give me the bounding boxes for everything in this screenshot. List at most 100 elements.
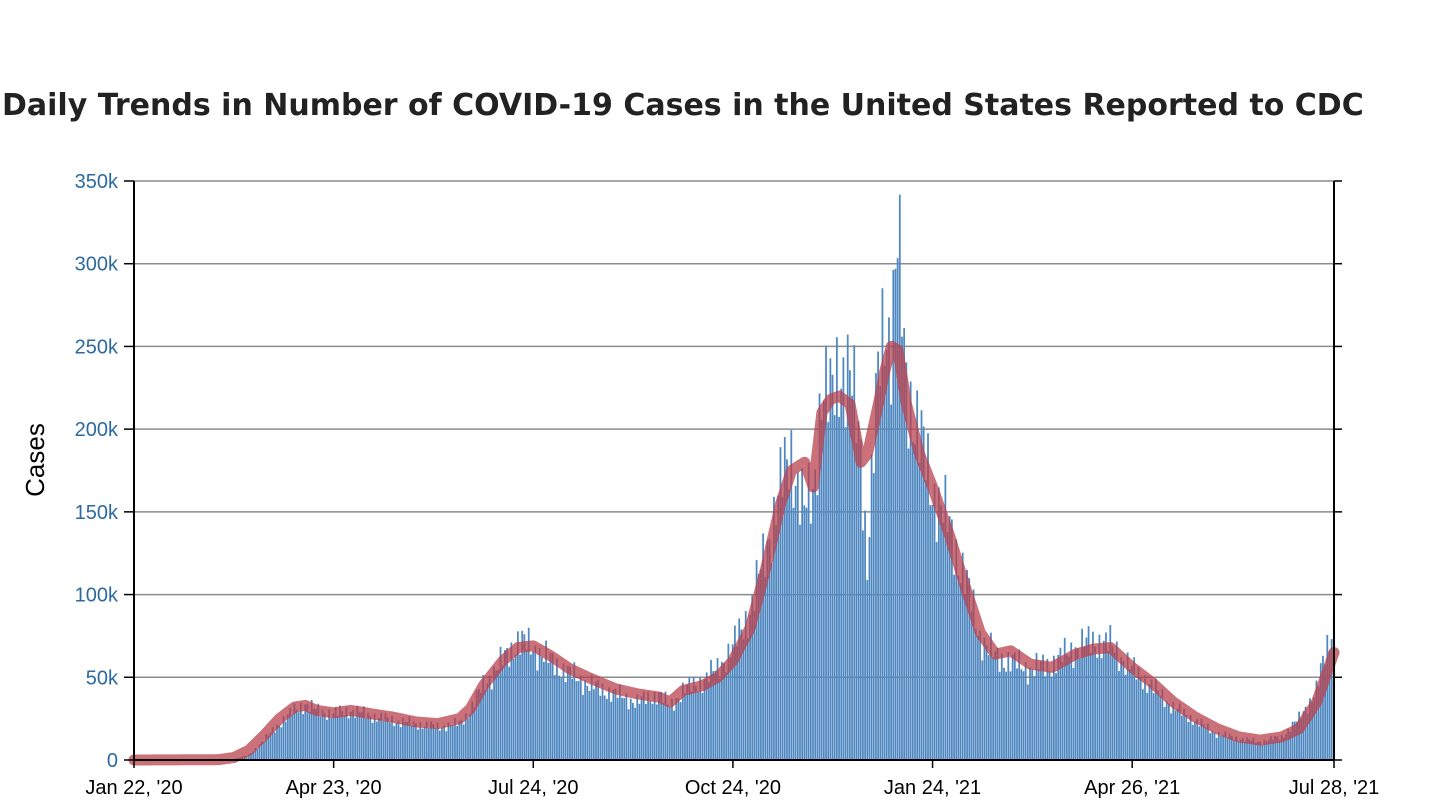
daily-case-bar bbox=[1237, 741, 1240, 760]
daily-case-bar bbox=[373, 713, 376, 760]
daily-case-bar bbox=[1096, 657, 1099, 760]
daily-case-bar bbox=[931, 504, 934, 760]
daily-case-bar bbox=[571, 678, 574, 760]
daily-case-bar bbox=[742, 639, 745, 760]
daily-case-bar bbox=[401, 717, 404, 760]
daily-case-bar bbox=[901, 336, 903, 760]
daily-case-bar bbox=[807, 462, 810, 760]
daily-case-bar bbox=[367, 712, 370, 760]
daily-case-bar bbox=[994, 651, 997, 760]
daily-case-bar bbox=[629, 698, 632, 760]
daily-case-bar bbox=[1007, 652, 1010, 760]
daily-case-bar bbox=[1111, 645, 1114, 760]
daily-case-bar bbox=[321, 709, 324, 760]
daily-case-bar bbox=[458, 721, 461, 760]
daily-case-bar bbox=[707, 682, 710, 760]
daily-case-bar bbox=[1178, 703, 1181, 760]
daily-case-bar bbox=[1061, 662, 1064, 760]
daily-case-bar bbox=[438, 730, 441, 760]
daily-case-bar bbox=[1098, 634, 1101, 760]
daily-case-bar bbox=[1168, 703, 1170, 760]
daily-case-bar bbox=[1317, 686, 1320, 760]
daily-case-bar bbox=[618, 684, 621, 760]
daily-case-bar bbox=[477, 688, 480, 760]
daily-case-bar bbox=[632, 702, 634, 760]
daily-case-bar bbox=[1113, 652, 1116, 760]
daily-case-bar bbox=[250, 753, 252, 760]
daily-case-bar bbox=[523, 634, 526, 760]
daily-case-bar bbox=[421, 728, 424, 760]
daily-case-bar bbox=[547, 663, 550, 760]
daily-case-bar bbox=[664, 691, 667, 760]
daily-case-bar bbox=[992, 657, 994, 760]
daily-case-bar bbox=[909, 381, 912, 760]
daily-case-bar bbox=[1211, 731, 1214, 760]
daily-case-bar bbox=[362, 706, 365, 760]
daily-case-bar bbox=[803, 505, 806, 760]
daily-case-bar bbox=[831, 374, 834, 760]
daily-case-bar bbox=[1272, 739, 1274, 760]
daily-case-bar bbox=[1202, 724, 1205, 760]
daily-case-bar bbox=[369, 715, 372, 760]
daily-case-bar bbox=[979, 630, 981, 760]
daily-case-bar bbox=[1133, 657, 1136, 760]
daily-case-bar bbox=[770, 563, 773, 760]
daily-case-bar bbox=[286, 714, 289, 760]
daily-case-bar bbox=[786, 459, 788, 760]
daily-case-bar bbox=[1144, 675, 1146, 760]
daily-case-bar bbox=[985, 645, 988, 760]
daily-case-bar bbox=[1200, 718, 1203, 760]
daily-case-bar bbox=[410, 725, 413, 760]
daily-case-bar bbox=[1296, 721, 1298, 760]
daily-case-bar bbox=[1322, 655, 1324, 760]
daily-case-bar bbox=[838, 416, 840, 760]
daily-case-bar bbox=[662, 702, 665, 760]
daily-case-bar bbox=[1198, 726, 1201, 760]
daily-case-bar bbox=[566, 665, 569, 760]
daily-case-bar bbox=[987, 655, 990, 760]
daily-case-bar bbox=[326, 719, 328, 760]
daily-case-bar bbox=[315, 709, 317, 760]
daily-case-bar bbox=[634, 707, 636, 760]
daily-case-bar bbox=[503, 650, 506, 760]
daily-case-bar bbox=[343, 715, 346, 760]
daily-case-bar bbox=[371, 722, 374, 760]
daily-case-bar bbox=[579, 675, 582, 760]
daily-case-bar bbox=[527, 627, 530, 760]
daily-case-bar bbox=[1252, 737, 1255, 760]
daily-case-bar bbox=[1304, 706, 1307, 760]
daily-case-bar bbox=[397, 720, 400, 760]
daily-case-bar bbox=[454, 718, 456, 760]
daily-case-bar bbox=[588, 690, 591, 760]
daily-case-bar bbox=[354, 717, 357, 760]
daily-case-bar bbox=[705, 672, 708, 760]
daily-case-bar bbox=[595, 681, 597, 760]
daily-case-bar bbox=[857, 421, 860, 760]
daily-case-bar bbox=[1293, 721, 1296, 760]
x-tick-label: Jul 24, '20 bbox=[488, 777, 579, 799]
daily-case-bar bbox=[1183, 709, 1185, 760]
daily-case-bar bbox=[1068, 656, 1070, 760]
daily-case-bar bbox=[263, 741, 265, 760]
daily-case-bar bbox=[408, 716, 411, 760]
daily-case-bar bbox=[658, 692, 660, 760]
daily-case-bar bbox=[349, 711, 352, 760]
daily-case-bar bbox=[1172, 701, 1175, 760]
x-tick-label: Apr 26, '21 bbox=[1084, 777, 1180, 799]
daily-case-bar bbox=[820, 419, 823, 760]
daily-case-bar bbox=[582, 695, 584, 760]
daily-case-bar bbox=[933, 483, 936, 760]
x-tick-label: Apr 23, '20 bbox=[286, 777, 382, 799]
daily-case-bar bbox=[716, 658, 719, 760]
y-tick-label: 350k bbox=[75, 171, 119, 193]
daily-case-bar bbox=[872, 473, 875, 760]
daily-case-bar bbox=[1089, 652, 1092, 760]
daily-case-bar bbox=[365, 718, 367, 760]
y-axis-label: Cases bbox=[20, 423, 50, 497]
daily-case-bar bbox=[1176, 708, 1179, 760]
daily-case-bar bbox=[1313, 697, 1316, 760]
daily-case-bar bbox=[625, 693, 628, 760]
daily-case-bar bbox=[825, 345, 827, 760]
daily-case-bar bbox=[306, 703, 309, 760]
daily-case-bar bbox=[1009, 671, 1012, 760]
